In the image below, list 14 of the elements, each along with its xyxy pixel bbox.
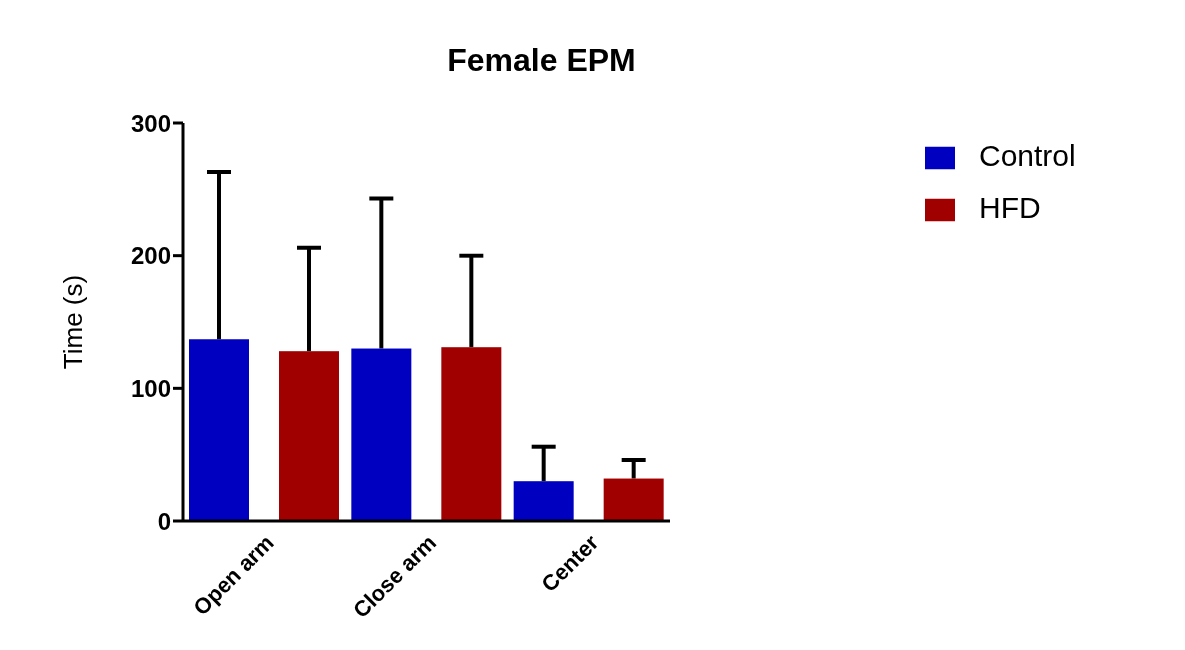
y-tick-label: 0 (157, 507, 171, 535)
bar (603, 478, 664, 521)
legend-label: Control (979, 139, 1076, 172)
chart-title: Female EPM (446, 42, 637, 79)
bar (513, 481, 574, 521)
y-tick-label: 300 (130, 109, 171, 137)
y-tick-label: 100 (130, 374, 171, 402)
bar (441, 347, 502, 521)
y-tick-label: 200 (130, 242, 171, 270)
bar (189, 339, 249, 521)
y-axis-title: Time (s) (58, 274, 89, 370)
bar (351, 348, 412, 521)
bar (279, 351, 339, 521)
legend-label: HFD (979, 191, 1041, 224)
